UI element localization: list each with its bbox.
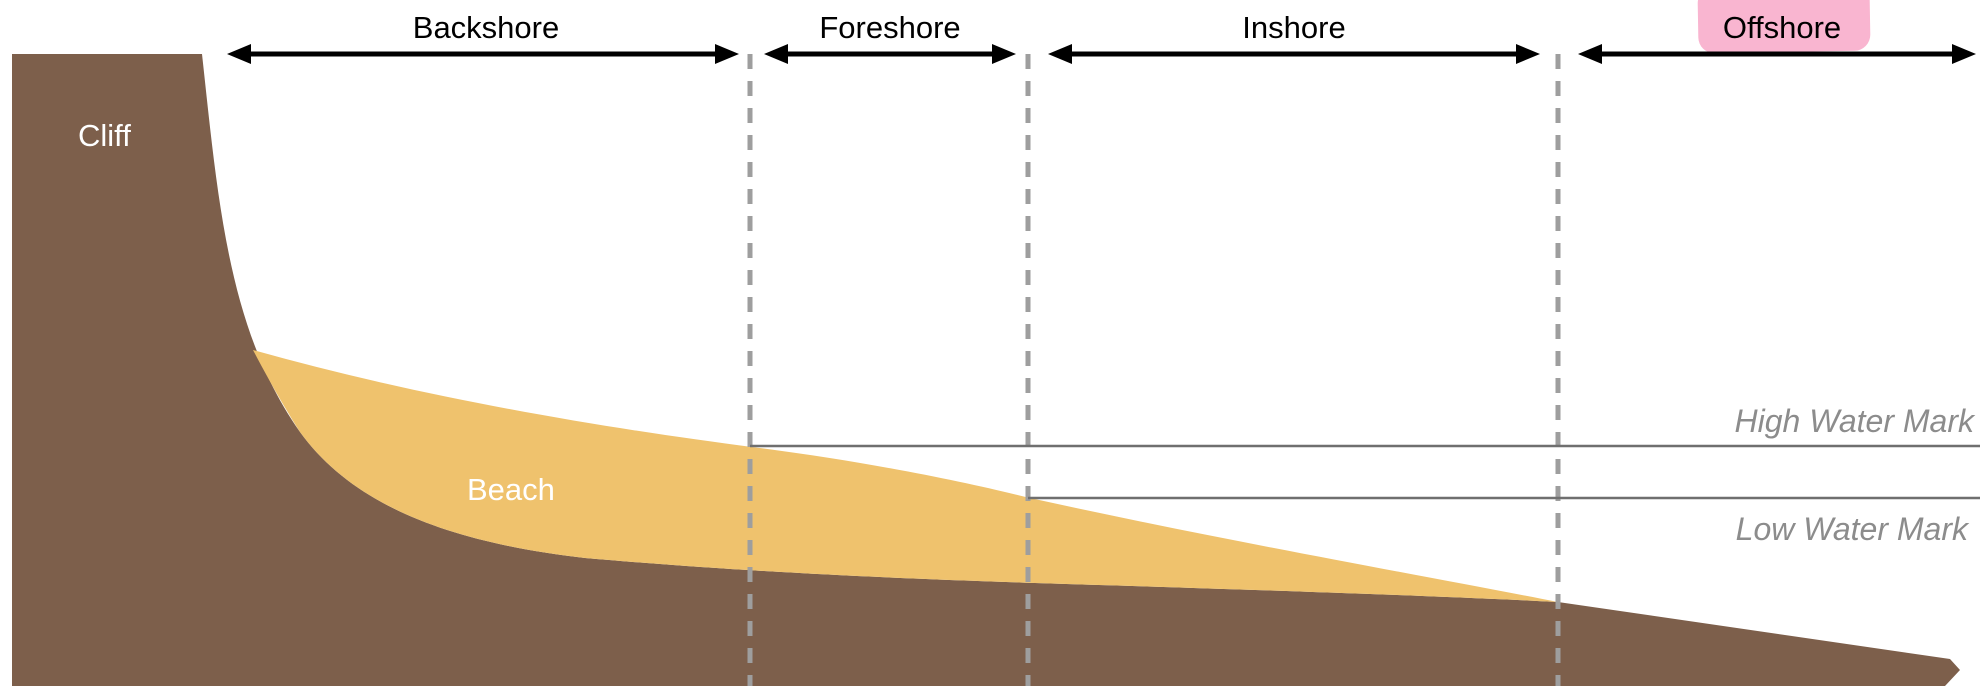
backshore-extent-arrow [227, 44, 739, 64]
offshore-arrow-right-head-icon [1952, 44, 1976, 64]
zone-label-offshore: Offshore [1723, 10, 1841, 45]
beach-label: Beach [467, 472, 555, 507]
offshore-extent-arrow [1578, 44, 1976, 64]
cliff-label: Cliff [78, 118, 131, 153]
offshore-highlight-mark [1697, 0, 1871, 54]
beach-shape [253, 350, 1558, 602]
low-water-mark-label: Low Water Mark [1736, 511, 1970, 547]
backshore-arrow-right-head-icon [715, 44, 739, 64]
inshore-arrow-right-head-icon [1516, 44, 1540, 64]
zone-label-foreshore: Foreshore [819, 10, 960, 45]
inshore-extent-arrow [1048, 44, 1540, 64]
backshore-arrow-left-head-icon [227, 44, 251, 64]
inshore-arrow-left-head-icon [1048, 44, 1072, 64]
foreshore-extent-arrow [764, 44, 1016, 64]
foreshore-arrow-left-head-icon [764, 44, 788, 64]
cliff-shape [12, 54, 1960, 686]
foreshore-arrow-right-head-icon [992, 44, 1016, 64]
offshore-arrow-left-head-icon [1578, 44, 1602, 64]
high-water-mark-label: High Water Mark [1735, 403, 1976, 439]
zone-label-backshore: Backshore [413, 10, 559, 45]
zone-label-inshore: Inshore [1242, 10, 1345, 45]
